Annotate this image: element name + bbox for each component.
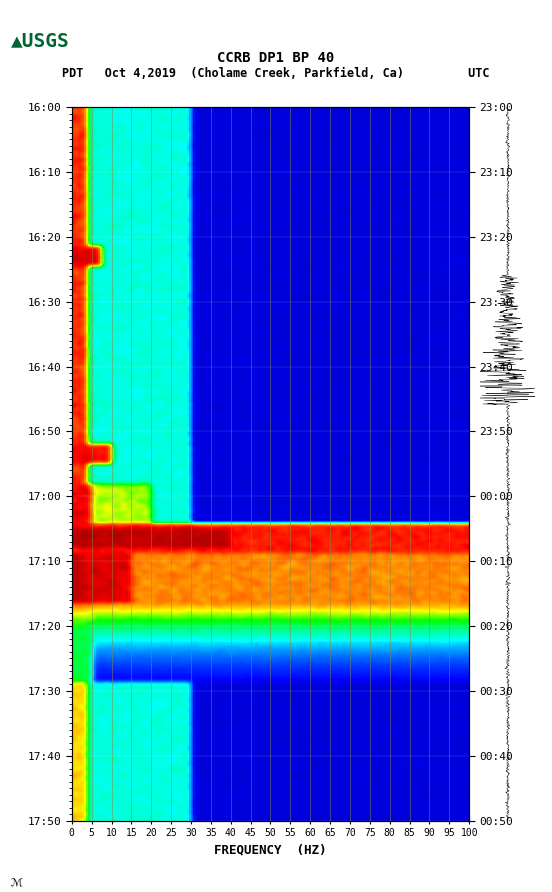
Text: ℳ: ℳ bbox=[11, 878, 23, 888]
Text: CCRB DP1 BP 40: CCRB DP1 BP 40 bbox=[217, 51, 335, 65]
Text: PDT   Oct 4,2019  (Cholame Creek, Parkfield, Ca)         UTC: PDT Oct 4,2019 (Cholame Creek, Parkfield… bbox=[62, 67, 490, 79]
Text: ▲USGS: ▲USGS bbox=[11, 31, 70, 50]
X-axis label: FREQUENCY  (HZ): FREQUENCY (HZ) bbox=[214, 844, 327, 857]
